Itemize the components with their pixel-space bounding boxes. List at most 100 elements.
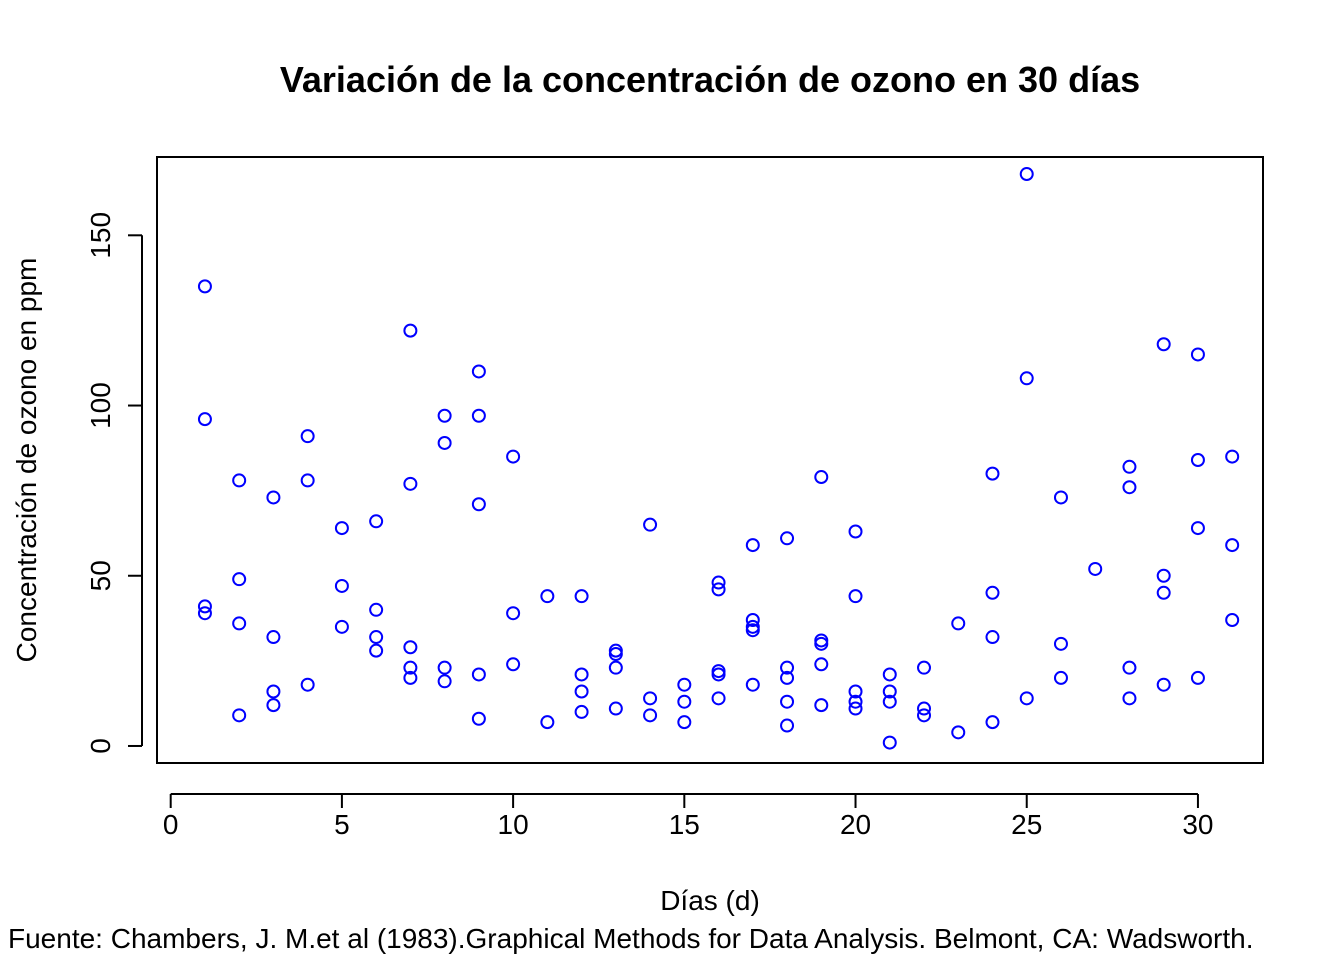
data-point [848,684,863,699]
data-point [232,473,247,488]
data-point [848,694,863,709]
x-tick-label: 5 [334,809,350,840]
data-point [917,708,932,723]
data-point [574,667,589,682]
data-point [985,630,1000,645]
data-point [506,657,521,672]
x-tick-label: 0 [163,809,179,840]
data-point [1019,371,1034,386]
data-points [197,167,1240,750]
data-point [985,466,1000,481]
data-point [882,684,897,699]
plot-frame [156,156,1264,764]
data-point [780,694,795,709]
data-point [1156,568,1171,583]
data-point [848,701,863,716]
data-point [951,725,966,740]
data-point [814,470,829,485]
data-point [266,630,281,645]
data-point [1190,347,1205,362]
x-tick-label: 30 [1182,809,1213,840]
data-point [608,647,623,662]
data-point [540,715,555,730]
data-point [1019,167,1034,182]
y-tick-label: 50 [85,560,116,591]
data-point [848,589,863,604]
x-tick-label: 20 [840,809,871,840]
data-point [471,711,486,726]
data-point [300,677,315,692]
data-point [643,691,658,706]
source-caption: Fuente: Chambers, J. M.et al (1983).Grap… [8,923,1253,954]
data-point [369,630,384,645]
data-point [711,582,726,597]
data-point [814,636,829,651]
y-axis: 0 50 100 150 [85,212,143,754]
data-point [540,589,555,604]
data-point [471,408,486,423]
data-point [814,698,829,713]
data-point [1088,561,1103,576]
data-point [369,514,384,529]
data-point [848,524,863,539]
data-point [300,429,315,444]
data-point [197,599,212,614]
data-point [403,670,418,685]
data-point [1053,490,1068,505]
data-point [232,572,247,587]
data-point [334,619,349,634]
data-point [1019,691,1034,706]
data-point [745,677,760,692]
data-point [711,691,726,706]
data-point [745,613,760,628]
x-axis: 0 5 10 15 20 25 30 [163,793,1214,840]
data-point [1122,691,1137,706]
data-point [711,667,726,682]
data-point [300,473,315,488]
y-tick-label: 150 [85,212,116,259]
data-point [1190,521,1205,536]
data-point [1225,449,1240,464]
data-point [1156,585,1171,600]
data-point [917,701,932,716]
x-tick-label: 10 [498,809,529,840]
data-point [1225,613,1240,628]
data-point [1156,337,1171,352]
y-axis-label: Concentración de ozono en ppm [11,258,42,663]
data-point [951,616,966,631]
data-point [403,476,418,491]
data-point [814,657,829,672]
data-point [677,677,692,692]
data-point [780,660,795,675]
data-point [232,616,247,631]
data-point [574,589,589,604]
data-point [574,684,589,699]
x-tick-label: 15 [669,809,700,840]
data-point [403,640,418,655]
data-point [506,606,521,621]
data-point [437,435,452,450]
data-point [197,412,212,427]
data-point [334,521,349,536]
data-point [506,449,521,464]
data-point [403,660,418,675]
data-point [608,701,623,716]
data-point [882,667,897,682]
data-point [266,698,281,713]
y-tick-label: 0 [85,738,116,754]
data-point [334,578,349,593]
data-point [1156,677,1171,692]
data-point [780,718,795,733]
data-point [745,538,760,553]
data-point [369,602,384,617]
data-point [1122,480,1137,495]
data-point [1122,459,1137,474]
data-point [1122,660,1137,675]
data-point [437,674,452,689]
data-point [266,490,281,505]
data-point [985,585,1000,600]
data-point [437,660,452,675]
y-tick-label: 100 [85,382,116,429]
data-point [677,715,692,730]
